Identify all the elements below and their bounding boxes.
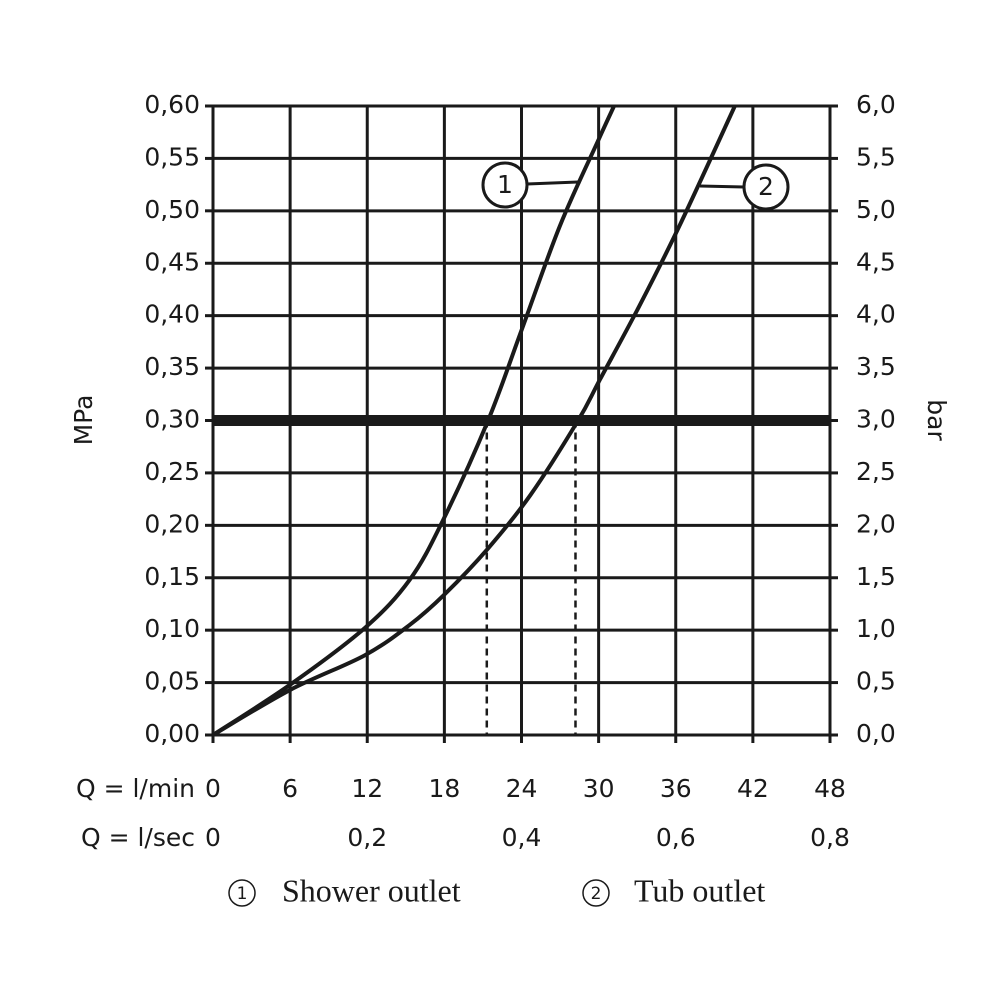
y2-axis-label: bar [922, 399, 951, 441]
y-tick-label: 0,45 [144, 247, 200, 276]
y-tick-label: 0,05 [144, 667, 200, 696]
series-line [211, 105, 737, 737]
legend-marker: 1 [237, 884, 248, 904]
y2-tick-label: 0,0 [856, 719, 896, 748]
y2-tick-label: 3,0 [856, 405, 896, 434]
y2-tick-label: 2,5 [856, 457, 896, 486]
y2-tick-label: 6,0 [856, 90, 896, 119]
y-tick-label: 0,55 [144, 142, 200, 171]
y-tick-label: 0,00 [144, 719, 200, 748]
plot-frame [211, 104, 832, 737]
y2-tick-label: 1,0 [856, 614, 896, 643]
callout-label: 1 [497, 170, 513, 199]
y2-tick-label: 0,5 [856, 667, 896, 696]
legend-label: Shower outlet [282, 872, 461, 908]
x-axis-label: Q = l/min [76, 774, 195, 803]
y2-tick-label: 1,5 [856, 562, 896, 591]
x-tick-label: 0 [205, 774, 221, 803]
legend-marker: 2 [591, 884, 602, 904]
x2-tick-label: 0,4 [502, 823, 542, 852]
callout-label: 2 [758, 172, 774, 201]
y2-tick-label: 4,5 [856, 247, 896, 276]
y-tick-label: 0,35 [144, 352, 200, 381]
x-tick-label: 12 [351, 774, 383, 803]
legend-label: Tub outlet [634, 872, 765, 908]
callout-circle [742, 163, 790, 211]
x-tick-label: 6 [282, 774, 298, 803]
y2-tick-label: 3,5 [856, 352, 896, 381]
y-tick-label: 0,15 [144, 562, 200, 591]
x2-tick-label: 0 [205, 823, 221, 852]
y-tick-label: 0,40 [144, 300, 200, 329]
x-tick-label: 30 [583, 774, 615, 803]
y-tick-label: 0,60 [144, 90, 200, 119]
x-tick-label: 18 [428, 774, 460, 803]
y2-tick-label: 2,0 [856, 509, 896, 538]
y-tick-label: 0,50 [144, 195, 200, 224]
y2-tick-label: 5,5 [856, 142, 896, 171]
callout-circle [481, 161, 529, 209]
x2-axis-label: Q = l/sec [81, 823, 195, 852]
x2-tick-label: 0,2 [347, 823, 387, 852]
x-tick-label: 42 [737, 774, 769, 803]
x-tick-label: 36 [660, 774, 692, 803]
y2-tick-label: 5,0 [856, 195, 896, 224]
y-tick-label: 0,20 [144, 509, 200, 538]
x-tick-label: 48 [814, 774, 846, 803]
x2-tick-label: 0,6 [656, 823, 696, 852]
y-tick-label: 0,30 [144, 405, 200, 434]
y-axis-label: MPa [69, 395, 98, 446]
callout-line [526, 180, 579, 186]
series-line [211, 105, 616, 737]
callout-line [699, 184, 745, 189]
legend-symbol [582, 879, 610, 907]
y-tick-label: 0,10 [144, 614, 200, 643]
y2-tick-label: 4,0 [856, 300, 896, 329]
x2-tick-label: 0,8 [810, 823, 850, 852]
x-tick-label: 24 [506, 774, 538, 803]
legend-symbol [228, 879, 256, 907]
y-tick-label: 0,25 [144, 457, 200, 486]
